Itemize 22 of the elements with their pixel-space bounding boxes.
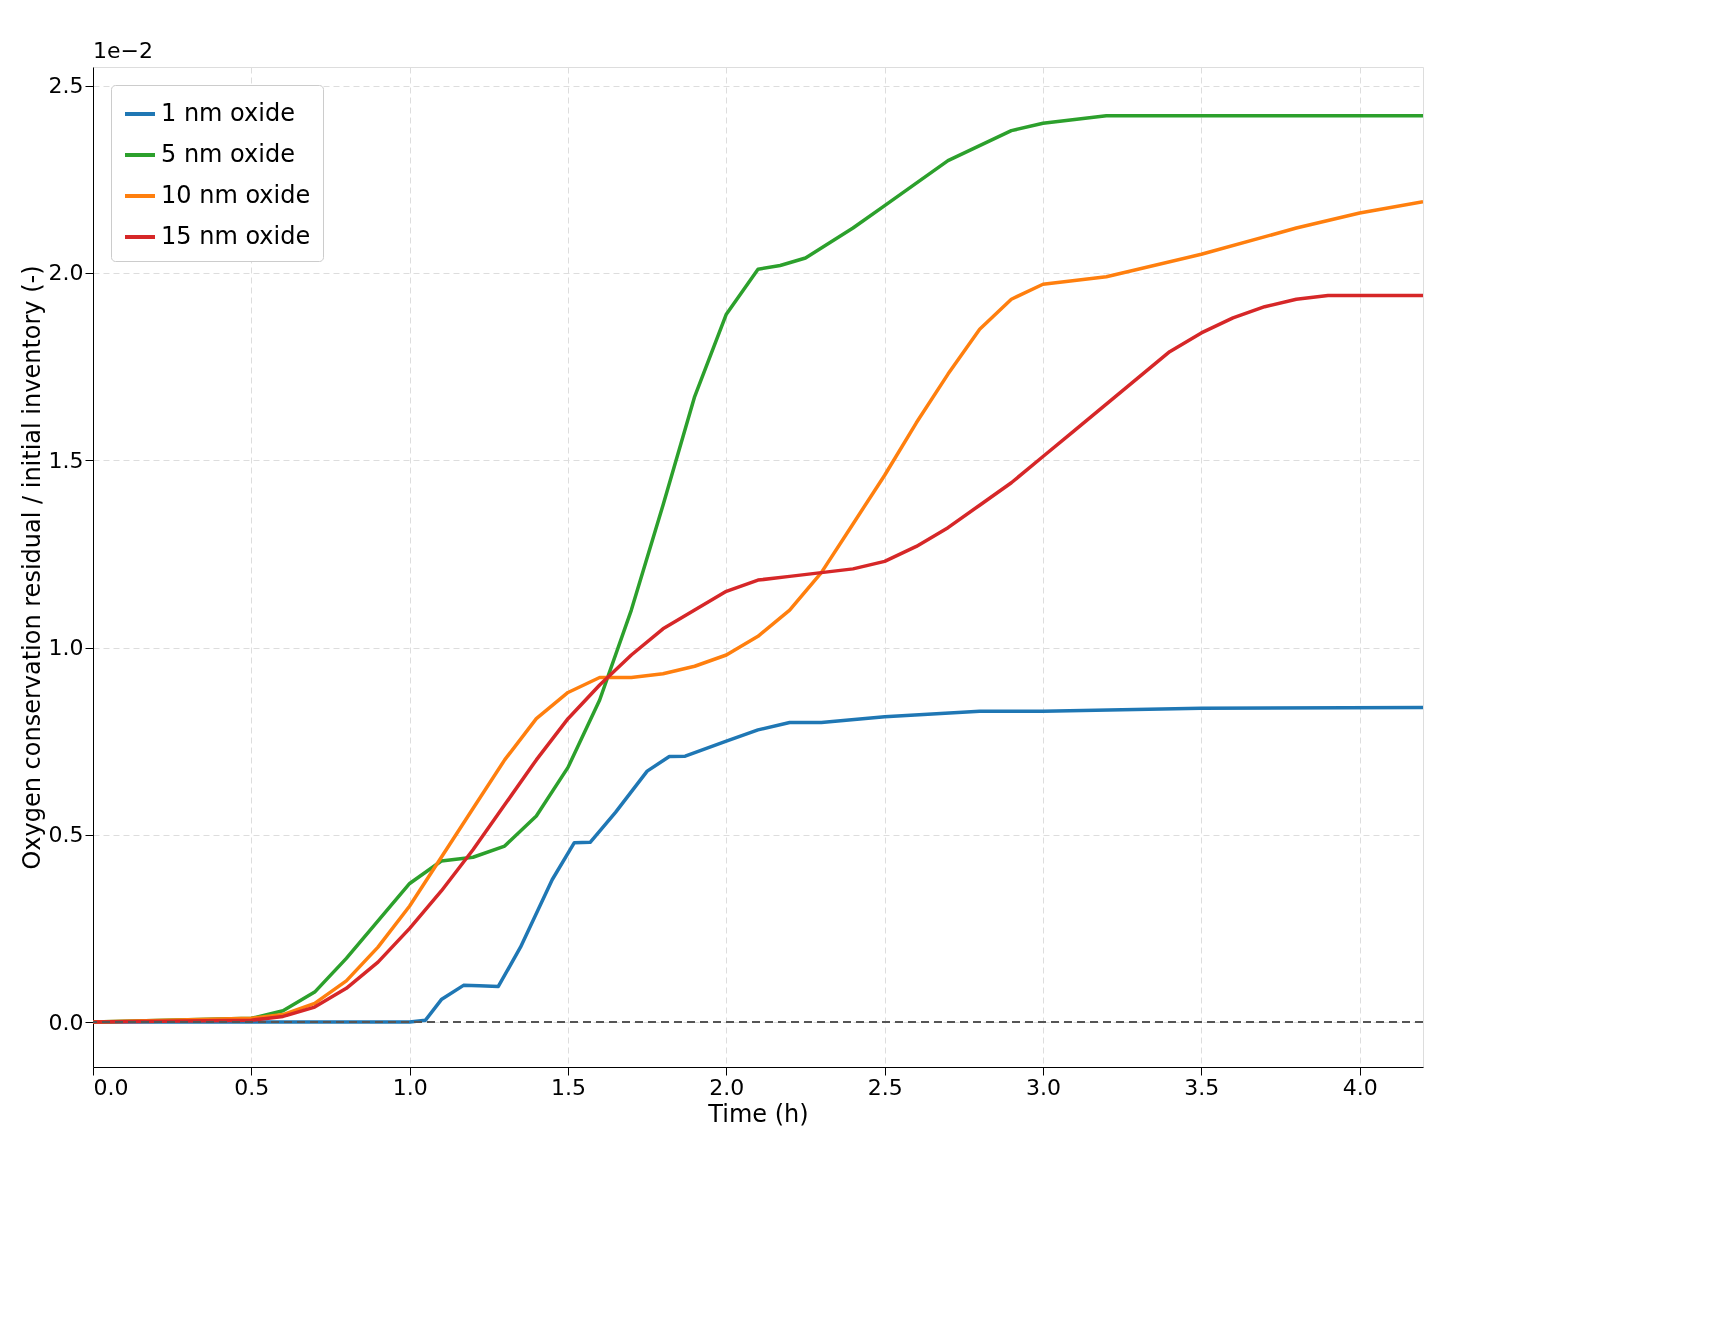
- x-tick-label: 2.5: [867, 1074, 903, 1100]
- x-tick-label: 0.5: [234, 1074, 270, 1100]
- legend-label: 15 nm oxide: [161, 222, 311, 250]
- x-tick-label: 3.5: [1184, 1074, 1220, 1100]
- legend-label: 10 nm oxide: [161, 181, 311, 209]
- legend-label: 1 nm oxide: [161, 99, 295, 127]
- y-axis-title: Oxygen conservation residual / initial inventory (-): [17, 265, 46, 870]
- x-tick-label: 0.0: [93, 1074, 129, 1100]
- x-tick-label: 4.0: [1342, 1074, 1378, 1100]
- x-tick-label: 1.5: [551, 1074, 586, 1100]
- legend-label: 5 nm oxide: [161, 140, 295, 168]
- y-tick-label: 0.5: [48, 822, 84, 848]
- text: 1e−2: [93, 38, 153, 63]
- y-tick-label: 0.0: [48, 1009, 84, 1035]
- y-tick-label: 2.5: [48, 73, 84, 99]
- x-tick-label: 3.0: [1026, 1074, 1061, 1100]
- x-axis-title: Time (h): [707, 1099, 809, 1128]
- y-tick-label: 1.0: [48, 635, 84, 661]
- x-tick-label: 2.0: [709, 1074, 745, 1100]
- x-tick-label: 1.0: [392, 1074, 428, 1100]
- y-tick-label: 2.0: [48, 260, 84, 286]
- y-tick-label: 1.5: [48, 447, 84, 473]
